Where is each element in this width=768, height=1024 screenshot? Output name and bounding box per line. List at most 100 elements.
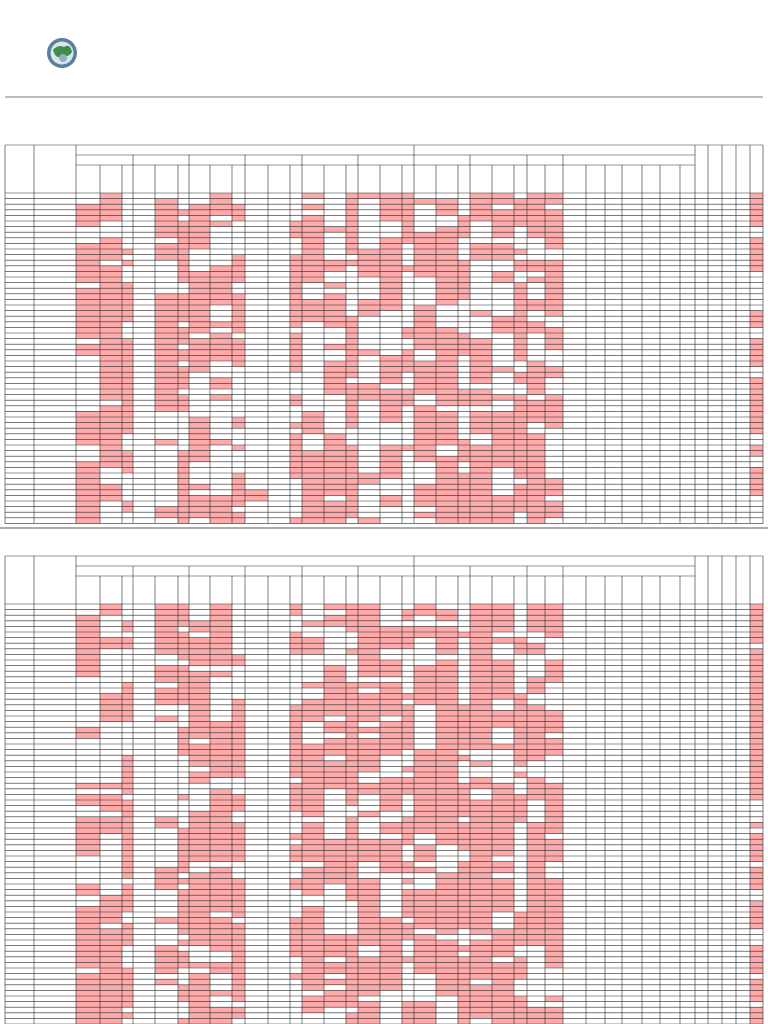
highlighted-cell: [122, 811, 133, 817]
highlighted-cell: [189, 839, 210, 845]
highlighted-cell: [232, 744, 245, 750]
highlighted-cell: [76, 783, 100, 789]
highlighted-cell: [514, 1018, 527, 1024]
highlighted-cell: [155, 512, 178, 518]
highlighted-cell: [414, 254, 436, 261]
highlighted-cell: [178, 232, 189, 238]
highlighted-cell: [358, 699, 380, 705]
highlighted-cell: [402, 738, 414, 744]
highlighted-cell: [178, 951, 189, 957]
highlighted-cell: [324, 456, 346, 462]
highlighted-cell: [402, 1018, 414, 1024]
highlighted-cell: [302, 912, 324, 918]
highlighted-cell: [750, 727, 763, 733]
highlighted-cell: [380, 632, 402, 638]
highlighted-cell: [380, 923, 402, 929]
highlighted-cell: [492, 198, 514, 205]
highlighted-cell: [178, 895, 189, 901]
highlighted-cell: [414, 940, 436, 946]
highlighted-cell: [178, 299, 189, 305]
highlighted-cell: [290, 884, 302, 890]
highlighted-cell: [492, 394, 514, 401]
highlighted-cell: [750, 962, 763, 968]
highlighted-cell: [358, 889, 380, 896]
highlighted-cell: [750, 693, 763, 700]
highlighted-cell: [380, 389, 402, 395]
highlighted-cell: [436, 839, 458, 845]
highlighted-cell: [178, 867, 189, 873]
highlighted-cell: [436, 940, 458, 946]
highlighted-cell: [436, 951, 458, 957]
highlighted-cell: [458, 517, 470, 524]
highlighted-cell: [402, 861, 414, 868]
highlighted-cell: [302, 917, 324, 924]
highlighted-cell: [402, 839, 414, 845]
highlighted-cell: [324, 996, 346, 1002]
highlighted-cell: [402, 1007, 414, 1013]
highlighted-cell: [380, 204, 402, 210]
highlighted-cell: [514, 417, 527, 423]
highlighted-cell: [178, 850, 189, 856]
highlighted-cell: [527, 489, 545, 496]
highlighted-cell: [492, 221, 514, 227]
highlighted-cell: [436, 265, 458, 272]
highlighted-cell: [436, 716, 458, 722]
highlighted-cell: [100, 450, 122, 457]
highlighted-cell: [492, 428, 514, 434]
highlighted-cell: [302, 839, 324, 845]
highlighted-cell: [76, 501, 100, 507]
highlighted-cell: [414, 794, 436, 800]
highlighted-cell: [358, 299, 380, 305]
highlighted-cell: [346, 800, 358, 806]
highlighted-cell: [290, 727, 302, 733]
highlighted-cell: [290, 794, 302, 800]
highlighted-cell: [436, 956, 458, 963]
highlighted-cell: [458, 917, 470, 924]
highlighted-cell: [458, 506, 470, 513]
highlighted-cell: [545, 405, 563, 412]
highlighted-cell: [436, 699, 458, 705]
highlighted-cell: [302, 979, 324, 985]
highlighted-cell: [100, 204, 122, 210]
highlighted-cell: [155, 333, 178, 339]
highlighted-cell: [155, 316, 178, 322]
highlighted-cell: [189, 450, 210, 457]
highlighted-cell: [100, 417, 122, 423]
highlighted-cell: [346, 934, 358, 940]
highlighted-cell: [302, 844, 324, 851]
highlighted-cell: [458, 338, 470, 345]
highlighted-cell: [178, 265, 189, 272]
highlighted-cell: [414, 844, 436, 851]
highlighted-cell: [346, 704, 358, 711]
highlighted-cell: [414, 433, 436, 440]
highlighted-cell: [100, 461, 122, 468]
highlighted-cell: [458, 400, 470, 406]
highlighted-cell: [100, 822, 122, 828]
highlighted-cell: [122, 310, 133, 317]
highlighted-cell: [514, 811, 527, 817]
highlighted-cell: [189, 288, 210, 294]
highlighted-cell: [324, 450, 346, 457]
highlighted-cell: [358, 349, 380, 356]
highlighted-cell: [545, 310, 563, 317]
highlighted-cell: [189, 243, 210, 249]
highlighted-cell: [189, 293, 210, 300]
highlighted-cell: [232, 940, 245, 946]
highlighted-cell: [514, 316, 527, 322]
highlighted-cell: [210, 872, 232, 879]
highlighted-cell: [189, 704, 210, 711]
highlighted-cell: [290, 473, 302, 479]
highlighted-cell: [458, 456, 470, 462]
highlighted-cell: [302, 682, 324, 688]
highlighted-cell: [189, 895, 210, 901]
highlighted-cell: [346, 940, 358, 946]
highlighted-cell: [514, 282, 527, 289]
highlighted-cell: [527, 727, 545, 733]
highlighted-cell: [232, 478, 245, 485]
highlighted-cell: [76, 906, 100, 912]
highlighted-cell: [514, 755, 527, 761]
highlighted-cell: [458, 704, 470, 711]
highlighted-cell: [470, 951, 492, 957]
highlighted-cell: [100, 344, 122, 350]
highlighted-cell: [545, 299, 563, 305]
